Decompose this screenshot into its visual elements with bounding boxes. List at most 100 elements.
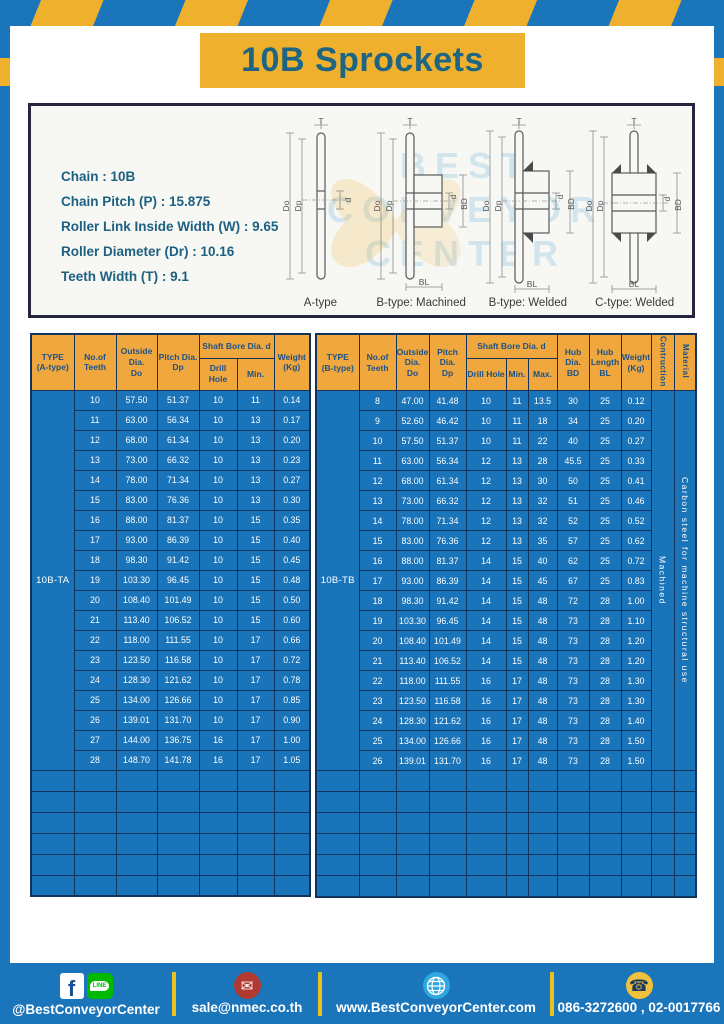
sprocket-drawing-a: T Do Dp d xyxy=(281,117,353,280)
svg-text:T: T xyxy=(631,117,636,126)
data-cell: 113.40 xyxy=(115,609,158,631)
phone-numbers[interactable]: 086-3272600 , 02-0017766 xyxy=(557,1000,721,1015)
empty-cell xyxy=(236,790,275,813)
data-cell: 62 xyxy=(556,550,590,572)
data-cell: 10 xyxy=(198,649,238,671)
svg-text:BD: BD xyxy=(566,198,576,210)
data-cell: 25 xyxy=(588,450,622,472)
svg-text:BL: BL xyxy=(527,279,538,289)
diagonal-stripes xyxy=(0,0,724,26)
empty-cell xyxy=(588,791,622,814)
empty-cell xyxy=(236,769,275,792)
data-cell: 25 xyxy=(588,510,622,532)
empty-cell xyxy=(273,790,311,813)
data-cell: 0.40 xyxy=(273,529,311,551)
data-cell: 10 xyxy=(358,430,397,452)
data-cell: 76.36 xyxy=(156,489,200,511)
empty-cell xyxy=(273,853,311,876)
empty-cell xyxy=(198,853,238,876)
line-icon[interactable]: LINE xyxy=(86,972,113,999)
globe-icon[interactable] xyxy=(422,972,450,999)
data-cell: 12 xyxy=(465,490,507,512)
data-cell: 14 xyxy=(73,469,117,491)
data-cell: 103.30 xyxy=(395,610,430,632)
empty-cell xyxy=(395,791,430,814)
data-cell: 26 xyxy=(358,750,397,772)
empty-cell xyxy=(428,812,467,835)
data-cell: 41.48 xyxy=(428,390,467,412)
data-cell: 17 xyxy=(358,570,397,592)
empty-cell xyxy=(315,875,360,898)
table-row: 18 98.30 91.42 10 15 0.45 xyxy=(31,549,311,571)
table-a-type: TYPE (A-type) No.of Teeth Outside Dia. D… xyxy=(30,333,312,897)
data-cell: 17 xyxy=(236,689,275,711)
empty-cell xyxy=(556,791,590,814)
svg-text:T: T xyxy=(319,117,324,126)
svg-text:Do: Do xyxy=(481,200,491,211)
table-row: 20 108.40 101.49 14 15 48 73 28 1.20 xyxy=(316,630,696,652)
svg-text:T: T xyxy=(516,117,521,126)
empty-cell xyxy=(527,854,558,877)
facebook-icon[interactable]: f xyxy=(59,972,84,999)
data-cell: 11 xyxy=(236,389,275,411)
table-row: 22 118.00 111.55 16 17 48 73 28 1.30 xyxy=(316,670,696,692)
empty-row xyxy=(30,769,311,792)
email-address[interactable]: sale@nmec.co.th xyxy=(191,1000,303,1015)
data-cell: 73 xyxy=(556,750,590,772)
col-header-outside-dia: Outside Dia. Do xyxy=(395,333,430,392)
data-cell: 10 xyxy=(198,609,238,631)
website-url[interactable]: www.BestConveyorCenter.com xyxy=(336,1000,536,1015)
data-cell: 28 xyxy=(588,650,622,672)
data-cell: 103.30 xyxy=(115,569,158,591)
data-cell: 48 xyxy=(527,750,558,772)
data-cell: 28 xyxy=(588,670,622,692)
data-cell: 13 xyxy=(236,489,275,511)
footer-divider xyxy=(172,971,176,1016)
table-row: 21 113.40 106.52 10 15 0.60 xyxy=(31,609,311,631)
data-cell: 26 xyxy=(73,709,117,731)
sprocket-drawing-c-welded: T Do Dp d BD xyxy=(584,117,683,293)
svg-text:BD: BD xyxy=(673,199,683,211)
footer-website[interactable]: www.BestConveyorCenter.com xyxy=(322,972,550,1015)
diagram-caption: A-type xyxy=(303,297,337,309)
empty-cell xyxy=(73,832,117,855)
diagram-row: T Do Dp d A-type T xyxy=(263,106,692,315)
data-cell: 0.72 xyxy=(273,649,311,671)
data-cell: 28 xyxy=(73,749,117,771)
table-row: 24 128.30 121.62 10 17 0.78 xyxy=(31,669,311,691)
table-row: 14 78.00 71.34 10 13 0.27 xyxy=(31,469,311,491)
data-cell: 12 xyxy=(358,470,397,492)
diagram-b-welded: T Do Dp d BD BL xyxy=(476,117,580,309)
social-handle[interactable]: @BestConveyorCenter xyxy=(12,1001,160,1017)
spec-text-block: Chain : 10B Chain Pitch (P) : 15.875 Rol… xyxy=(31,106,278,315)
data-cell: 73 xyxy=(556,710,590,732)
svg-text:Do: Do xyxy=(281,200,291,211)
data-cell: 25 xyxy=(588,430,622,452)
data-cell: 73.00 xyxy=(115,449,158,471)
data-cell: 57.50 xyxy=(115,389,158,411)
empty-cell xyxy=(673,812,697,835)
phone-icon[interactable]: ☎ xyxy=(625,972,653,999)
empty-row xyxy=(315,875,697,898)
title-banner: 10B Sprockets xyxy=(200,33,525,88)
data-cell: 86.39 xyxy=(428,570,467,592)
data-cell: 15 xyxy=(505,590,529,612)
data-cell: 123.50 xyxy=(115,649,158,671)
data-cell: 57 xyxy=(556,530,590,552)
data-cell: 15 xyxy=(505,570,529,592)
data-cell: 0.35 xyxy=(273,509,311,531)
data-cell: 28 xyxy=(588,590,622,612)
data-cell: 78.00 xyxy=(115,469,158,491)
data-cell: 16 xyxy=(358,550,397,572)
table-row: 9 52.60 46.42 10 11 18 34 25 0.20 xyxy=(316,410,696,432)
data-cell: 63.00 xyxy=(395,450,430,472)
empty-cell xyxy=(358,875,397,898)
footer-email[interactable]: ✉ sale@nmec.co.th xyxy=(176,972,318,1015)
mail-icon[interactable]: ✉ xyxy=(233,972,261,999)
data-cell: 10 xyxy=(198,409,238,431)
footer-social[interactable]: f LINE @BestConveyorCenter xyxy=(0,971,172,1017)
footer-phone[interactable]: ☎ 086-3272600 , 02-0017766 xyxy=(554,972,724,1015)
data-cell: 48 xyxy=(527,630,558,652)
empty-cell xyxy=(115,769,158,792)
empty-cell xyxy=(465,875,507,898)
